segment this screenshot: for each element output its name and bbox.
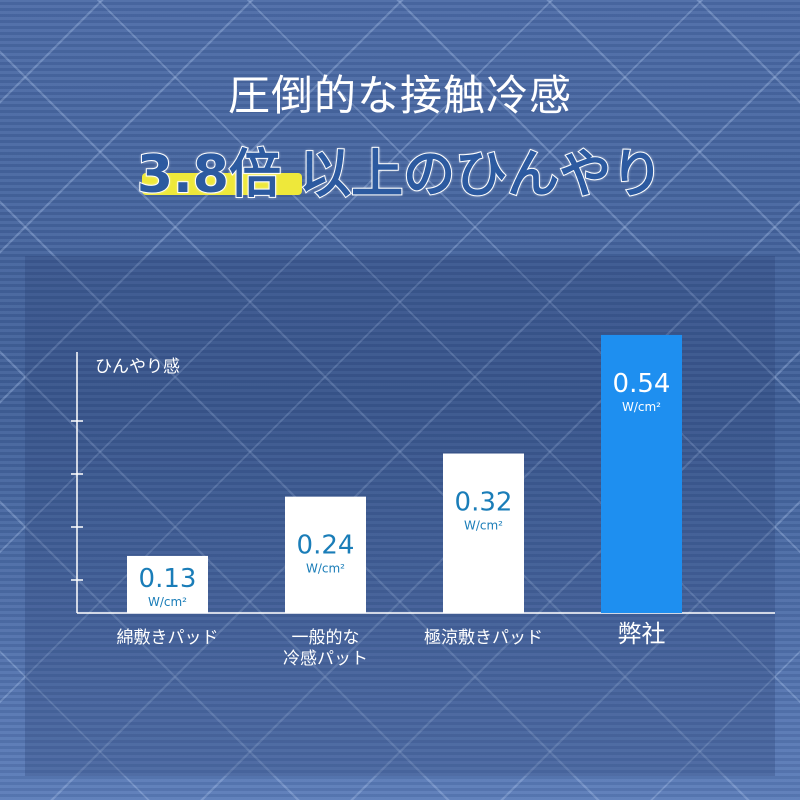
data-label: 0.32 bbox=[455, 488, 513, 518]
unit-label: W/cm² bbox=[148, 595, 187, 609]
data-label: 0.54 bbox=[613, 369, 671, 399]
data-label: 0.13 bbox=[139, 564, 197, 594]
bar bbox=[285, 496, 366, 613]
headline: 3.8倍 以上のひんやり bbox=[0, 132, 800, 207]
headline-text: 以上のひんやり bbox=[281, 144, 664, 206]
bar bbox=[601, 334, 682, 613]
bar bbox=[443, 453, 524, 613]
page-title: 圧倒的な接触冷感 bbox=[227, 71, 572, 120]
category-label: 弊社 bbox=[617, 620, 666, 648]
unit-label: W/cm² bbox=[306, 562, 345, 576]
y-axis-label: ひんやり感 bbox=[95, 357, 180, 377]
headline-highlight bbox=[142, 173, 302, 195]
category-label: 極涼敷きパッド bbox=[424, 628, 543, 648]
unit-label: W/cm² bbox=[464, 519, 503, 533]
unit-label: W/cm² bbox=[622, 400, 661, 414]
data-label: 0.24 bbox=[297, 531, 355, 561]
category-label: 一般的な 冷感パット bbox=[283, 628, 368, 669]
bar bbox=[127, 555, 208, 613]
headline-number: 3.8倍 bbox=[136, 144, 282, 206]
category-label: 綿敷きパッド bbox=[116, 628, 219, 648]
